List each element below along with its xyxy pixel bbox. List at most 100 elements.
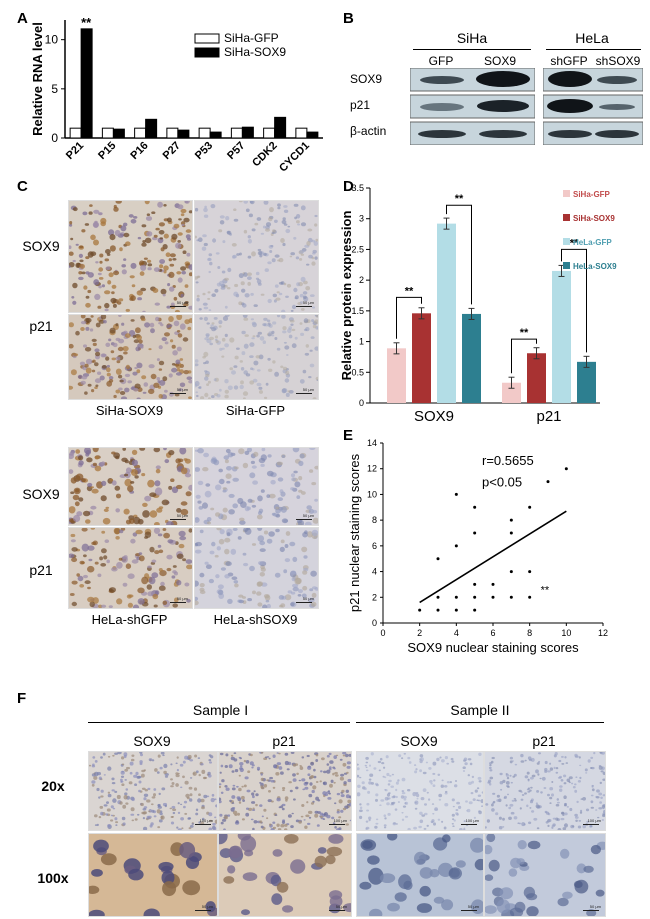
cell-nucleus bbox=[180, 786, 183, 789]
cell-nucleus bbox=[263, 530, 269, 535]
cell-nucleus bbox=[274, 284, 279, 288]
cell-nucleus bbox=[512, 775, 515, 778]
cell-nucleus bbox=[251, 766, 254, 769]
d-bar-2 bbox=[437, 223, 456, 403]
cell-nucleus bbox=[252, 480, 258, 485]
cell-nucleus bbox=[184, 812, 188, 815]
cell-nucleus bbox=[203, 316, 208, 321]
cell-nucleus bbox=[238, 273, 244, 279]
cell-nucleus bbox=[299, 293, 304, 298]
cell-nucleus bbox=[290, 570, 296, 575]
cell-nucleus bbox=[312, 324, 317, 329]
cell-nucleus bbox=[182, 880, 201, 896]
cell-nucleus bbox=[247, 598, 252, 602]
cell-nucleus bbox=[178, 388, 182, 392]
cell-nucleus bbox=[472, 798, 476, 801]
cell-nucleus bbox=[281, 454, 286, 458]
cell-nucleus bbox=[146, 815, 150, 820]
cell-nucleus bbox=[238, 774, 241, 777]
cell-nucleus bbox=[602, 804, 605, 807]
cell-nucleus bbox=[284, 345, 290, 350]
cell-nucleus bbox=[122, 804, 127, 809]
cell-nucleus bbox=[300, 205, 306, 211]
cell-nucleus bbox=[99, 805, 104, 809]
cell-nucleus bbox=[253, 790, 256, 793]
micrograph-texture bbox=[485, 834, 605, 916]
cell-nucleus bbox=[597, 816, 600, 819]
cell-nucleus bbox=[176, 271, 182, 275]
cell-nucleus bbox=[598, 765, 602, 767]
cell-nucleus bbox=[81, 528, 88, 532]
cell-nucleus bbox=[480, 799, 483, 804]
cell-nucleus bbox=[274, 371, 279, 377]
cell-nucleus bbox=[135, 771, 139, 776]
cell-nucleus bbox=[291, 477, 296, 482]
cell-nucleus bbox=[70, 369, 77, 376]
cell-nucleus bbox=[195, 467, 201, 472]
cell-nucleus bbox=[221, 337, 226, 342]
cell-nucleus bbox=[70, 533, 76, 538]
cell-nucleus bbox=[387, 783, 391, 786]
cell-nucleus bbox=[477, 776, 482, 780]
d-y-tick-label: 1 bbox=[359, 337, 364, 347]
cell-nucleus bbox=[139, 271, 145, 276]
cell-nucleus bbox=[264, 268, 269, 272]
cell-nucleus bbox=[183, 217, 190, 223]
cell-nucleus bbox=[390, 785, 394, 788]
cell-nucleus bbox=[519, 807, 522, 810]
cell-nucleus bbox=[199, 572, 205, 578]
cell-nucleus bbox=[462, 766, 466, 769]
micrograph-texture bbox=[485, 752, 605, 830]
cell-nucleus bbox=[125, 563, 132, 569]
cell-nucleus bbox=[333, 755, 337, 759]
cell-nucleus bbox=[256, 279, 262, 284]
cell-nucleus bbox=[202, 292, 206, 296]
cell-nucleus bbox=[375, 822, 379, 825]
cell-nucleus bbox=[580, 809, 583, 813]
cell-nucleus bbox=[263, 317, 268, 321]
cell-nucleus bbox=[455, 860, 466, 868]
cell-nucleus bbox=[159, 237, 163, 240]
cell-nucleus bbox=[127, 602, 133, 608]
cell-nucleus bbox=[395, 823, 398, 825]
cell-nucleus bbox=[126, 766, 130, 770]
cell-nucleus bbox=[429, 780, 433, 783]
cell-nucleus bbox=[157, 201, 163, 208]
e-point bbox=[473, 595, 477, 599]
cell-nucleus bbox=[227, 452, 234, 458]
cell-nucleus bbox=[247, 281, 251, 286]
cell-nucleus bbox=[444, 790, 448, 794]
cell-nucleus bbox=[282, 242, 286, 247]
cell-nucleus bbox=[184, 582, 190, 587]
cell-nucleus bbox=[122, 346, 129, 352]
cell-nucleus bbox=[162, 376, 168, 382]
cell-nucleus bbox=[562, 827, 567, 830]
cell-nucleus bbox=[343, 781, 347, 785]
cell-nucleus bbox=[311, 592, 317, 598]
e-annotation-p: p<0.05 bbox=[482, 475, 522, 490]
cell-nucleus bbox=[85, 358, 93, 365]
cell-nucleus bbox=[147, 263, 153, 267]
cell-nucleus bbox=[196, 394, 199, 398]
cell-nucleus bbox=[339, 758, 343, 761]
cell-nucleus bbox=[142, 808, 147, 811]
cell-nucleus bbox=[514, 901, 526, 913]
cell-nucleus bbox=[319, 812, 324, 816]
cell-nucleus bbox=[188, 827, 192, 830]
cell-nucleus bbox=[105, 506, 110, 509]
cell-nucleus bbox=[283, 341, 287, 344]
cell-nucleus bbox=[491, 808, 495, 812]
cell-nucleus bbox=[239, 762, 244, 766]
cell-nucleus bbox=[286, 283, 292, 288]
cell-nucleus bbox=[486, 819, 490, 823]
cell-nucleus bbox=[462, 770, 466, 772]
cell-nucleus bbox=[224, 815, 228, 820]
a-x-tick-label: P15 bbox=[96, 140, 118, 162]
cell-nucleus bbox=[118, 374, 123, 379]
cell-nucleus bbox=[456, 813, 459, 816]
cell-nucleus bbox=[253, 451, 259, 457]
cell-nucleus bbox=[198, 308, 202, 311]
cell-nucleus bbox=[274, 219, 278, 223]
cell-nucleus bbox=[98, 212, 103, 216]
cell-nucleus bbox=[238, 201, 243, 203]
